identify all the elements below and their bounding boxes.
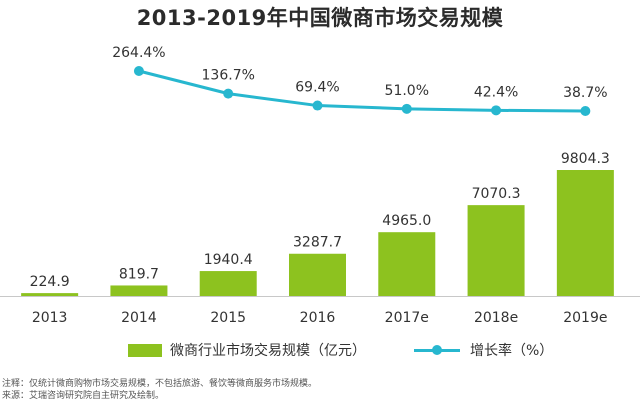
- legend-item-line: 增长率（%）: [414, 340, 553, 360]
- legend-line-swatch: [414, 344, 460, 356]
- x-tick-label: 2017e: [385, 310, 429, 326]
- x-tick-label: 2018e: [474, 310, 518, 326]
- bar: [110, 285, 168, 296]
- line-point: [491, 105, 502, 116]
- x-tick-label: 2013: [32, 310, 68, 326]
- line-point: [580, 106, 591, 116]
- note-source: 来源：艾瑞咨询研究院自主研究及绘制。: [2, 391, 165, 401]
- line-value-label: 69.4%: [295, 80, 339, 96]
- bar-value-label: 819.7: [119, 266, 159, 282]
- x-tick-label: 2019e: [563, 310, 607, 326]
- x-tick-label: 2016: [300, 310, 336, 326]
- line-point: [401, 103, 412, 114]
- bar: [556, 170, 614, 296]
- bar: [289, 253, 346, 296]
- line-point: [223, 88, 234, 99]
- line-value-label: 42.4%: [474, 84, 518, 100]
- note-annotation: 注释：仅统计微商购物市场交易规模，不包括旅游、餐饮等微商服务市场规模。: [2, 379, 318, 389]
- x-tick-label: 2014: [121, 310, 157, 326]
- growth-rate-line: [138, 69, 586, 113]
- bar-value-label: 4965.0: [382, 213, 431, 229]
- legend-bar-label: 微商行业市场交易规模（亿元）: [170, 343, 366, 359]
- line-value-label: 38.7%: [563, 85, 607, 101]
- legend-line-label: 增长率（%）: [470, 343, 554, 359]
- bar-value-label: 3287.7: [293, 235, 342, 251]
- bar-value-label: 9804.3: [561, 151, 610, 167]
- bar: [467, 205, 525, 296]
- bar: [378, 232, 436, 296]
- chart-notes: 注释：仅统计微商购物市场交易规模，不包括旅游、餐饮等微商服务市场规模。 来源：艾…: [2, 378, 317, 402]
- line-value-label: 264.4%: [112, 45, 165, 61]
- line-point: [133, 66, 144, 76]
- x-tick-label: 2015: [210, 310, 246, 326]
- bar-value-label: 1940.4: [204, 252, 253, 268]
- legend-bar-swatch: [128, 343, 162, 357]
- bar: [21, 293, 79, 296]
- legend-item-bar: 微商行业市场交易规模（亿元）: [128, 340, 366, 360]
- line-value-label: 51.0%: [385, 83, 429, 99]
- bar-value-label: 7070.3: [472, 186, 521, 202]
- chart-title: 2013-2019年中国微商市场交易规模: [136, 6, 504, 30]
- line-point: [312, 100, 323, 111]
- bar: [199, 271, 257, 296]
- bar-value-label: 224.9: [30, 274, 70, 290]
- line-value-label: 136.7%: [202, 68, 255, 84]
